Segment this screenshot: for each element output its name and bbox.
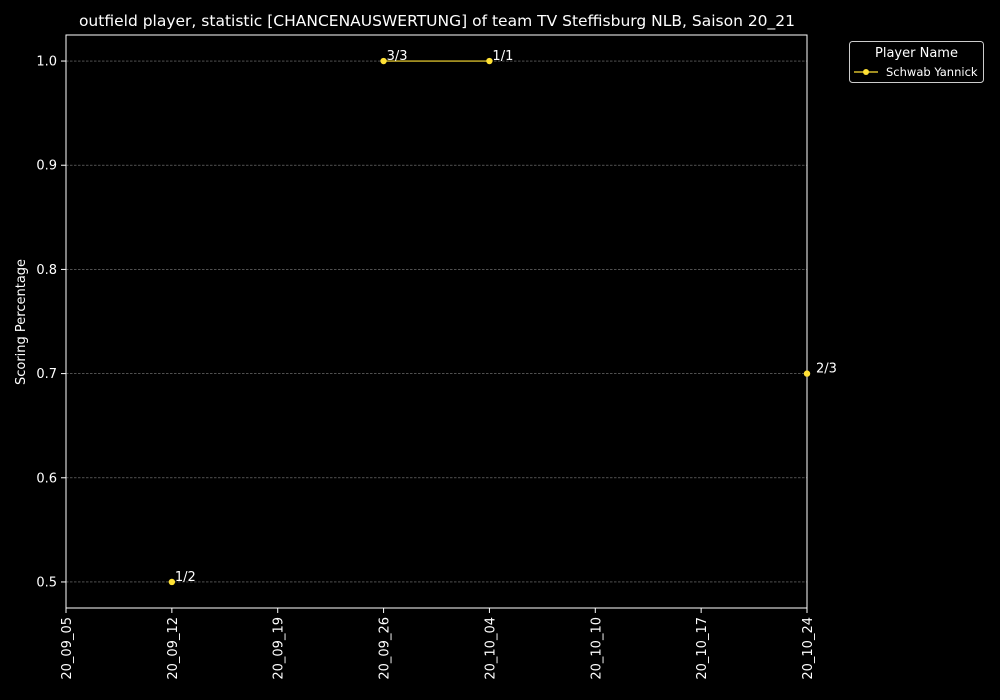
legend-frame [849,41,984,83]
legend-series-marker [863,69,869,75]
data-label: 1/1 [492,49,513,64]
data-label: 3/3 [387,49,408,64]
x-tick-label: 20_10_10 [589,617,604,680]
x-tick-label: 20_10_24 [801,617,816,680]
x-tick-label: 20_09_12 [166,617,181,680]
x-tick-label: 20_10_17 [695,617,710,680]
y-tick-label: 0.8 [36,263,57,278]
y-tick-label: 0.7 [36,367,57,382]
x-tick-label: 20_09_05 [60,617,75,680]
y-tick-label: 0.9 [36,159,57,174]
series-layer: 1/2 3/3 1/1 2/3 [168,49,837,586]
data-point [803,370,811,377]
data-point [380,57,387,65]
grid [66,60,807,583]
y-axis-label: Scoring Percentage [14,259,29,385]
legend-series-label: Schwab Yannick [886,65,978,79]
data-label: 1/2 [175,570,196,585]
axes [65,34,808,609]
axes-frame [65,34,808,609]
y-axis-ticks: 0.5 0.6 0.7 0.8 0.9 1.0 [36,55,66,590]
x-tick-label: 20_09_26 [378,617,393,680]
data-point [168,578,176,586]
legend-title: Player Name [875,46,958,61]
y-tick-label: 1.0 [36,55,57,70]
x-tick-label: 20_09_19 [272,617,287,680]
y-tick-label: 0.6 [36,471,57,486]
legend: Player Name Schwab Yannick [849,41,984,83]
data-label: 2/3 [816,362,837,377]
y-tick-label: 0.5 [36,575,57,590]
chart-title: outfield player, statistic [CHANCENAUSWE… [79,12,795,31]
data-point [486,57,493,65]
x-axis-ticks: 20_09_05 20_09_12 20_09_19 20_09_26 20_10_04… [60,608,816,680]
x-tick-label: 20_10_04 [483,617,498,680]
